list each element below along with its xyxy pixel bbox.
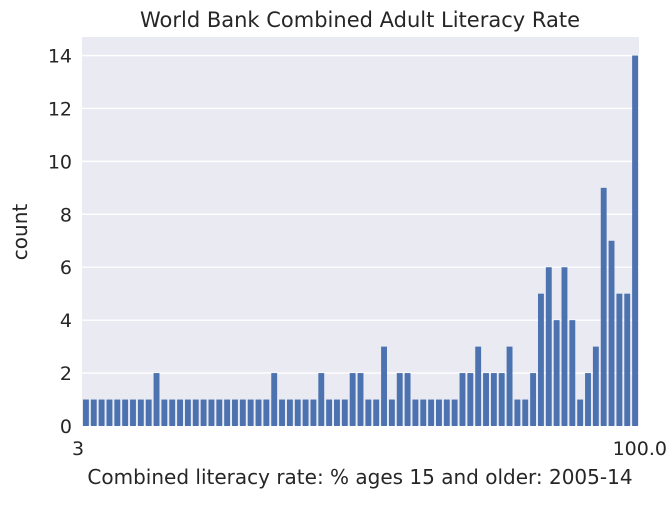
chart-title: World Bank Combined Adult Literacy Rate: [140, 8, 580, 32]
bar: [436, 399, 442, 426]
bar: [608, 240, 615, 426]
y-tick-label: 2: [60, 363, 72, 385]
bar: [553, 320, 560, 426]
bar: [616, 293, 623, 426]
bar: [506, 346, 513, 426]
bar: [522, 399, 529, 426]
bar: [561, 267, 568, 426]
bar: [592, 346, 599, 426]
y-tick-label: 12: [48, 98, 72, 120]
bar: [467, 373, 474, 426]
bar: [232, 399, 238, 426]
y-tick-label: 14: [48, 46, 72, 68]
bar: [208, 399, 215, 426]
bar: [82, 399, 89, 426]
bar: [428, 399, 435, 426]
bar: [537, 293, 544, 426]
bar: [388, 399, 395, 426]
bar: [490, 373, 497, 426]
bars: [82, 55, 639, 427]
bar: [161, 399, 168, 426]
bar: [200, 399, 207, 426]
y-axis-label: count: [8, 204, 32, 261]
y-tick-label: 8: [60, 204, 72, 226]
bar: [365, 399, 372, 426]
bar: [224, 399, 231, 426]
bar: [577, 399, 584, 426]
bar: [130, 399, 136, 426]
bar: [169, 399, 176, 426]
bar: [341, 399, 348, 426]
y-tick-label: 10: [48, 151, 72, 173]
bar: [373, 399, 380, 426]
y-tick-label: 4: [60, 310, 72, 332]
bar: [498, 373, 505, 426]
bar: [420, 399, 427, 426]
bar: [98, 399, 105, 426]
bar: [145, 399, 152, 426]
bar: [412, 399, 419, 426]
bar: [239, 399, 246, 426]
y-tick-label: 0: [60, 416, 72, 438]
bar: [530, 373, 537, 426]
bar: [483, 373, 489, 426]
bar: [177, 399, 184, 426]
bar: [279, 399, 285, 426]
bar: [326, 399, 333, 426]
bar: [459, 373, 466, 426]
bar: [381, 346, 387, 426]
x-tick-label-first: 3: [72, 438, 84, 460]
x-tick-label-last: 100.0: [613, 438, 667, 460]
bar: [263, 399, 270, 426]
bar: [334, 399, 340, 426]
bar: [247, 399, 254, 426]
bar: [294, 399, 301, 426]
bar: [349, 373, 356, 426]
bar: [302, 399, 309, 426]
bar: [404, 373, 411, 426]
bar: [114, 399, 121, 426]
bar: [585, 373, 591, 426]
x-tick-labels: 3 100.0: [72, 438, 667, 460]
bar: [137, 399, 144, 426]
bar: [451, 399, 458, 426]
bar: [153, 373, 160, 426]
bar: [122, 399, 129, 426]
bar: [271, 373, 278, 426]
bar: [216, 399, 223, 426]
bar: [632, 55, 639, 427]
bar: [184, 399, 191, 426]
bar: [106, 399, 113, 426]
bar: [514, 399, 521, 426]
bar: [90, 399, 97, 426]
bar: [569, 320, 576, 426]
bar: [192, 399, 199, 426]
bar: [624, 293, 631, 426]
bar: [475, 346, 482, 426]
y-tick-labels: 0 2 4 6 8 10 12 14: [48, 46, 72, 438]
bar: [255, 399, 262, 426]
bar: [286, 399, 293, 426]
x-axis-label: Combined literacy rate: % ages 15 and ol…: [87, 465, 632, 489]
bar: [318, 373, 325, 426]
bar: [443, 399, 450, 426]
bar: [545, 267, 552, 426]
bar: [600, 187, 607, 426]
bar: [357, 373, 364, 426]
y-tick-label: 6: [60, 257, 72, 279]
bar: [396, 373, 403, 426]
bar: [310, 399, 317, 426]
